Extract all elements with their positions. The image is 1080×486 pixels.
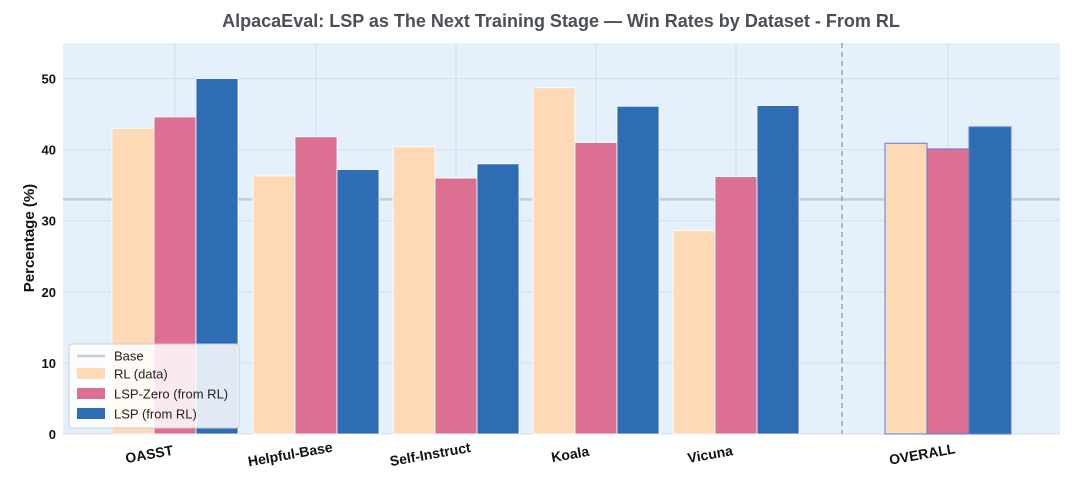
- legend-label: LSP (from RL): [114, 407, 197, 422]
- bar-rl-data--koala: [532, 87, 576, 435]
- y-tick-label: 20: [42, 285, 56, 300]
- bar-lsp-zero-from-rl--self-instruct: [434, 177, 478, 435]
- bar-lsp-from-rl--self-instruct: [476, 163, 520, 435]
- x-tick-label: OVERALL: [888, 440, 957, 467]
- bar-lsp-from-rl--overall: [968, 126, 1012, 435]
- legend-label-base: Base: [114, 349, 144, 364]
- legend-swatch: [77, 408, 105, 419]
- legend-swatch: [77, 388, 105, 399]
- legend-box: [68, 343, 240, 429]
- bar-lsp-zero-from-rl--vicuna: [714, 176, 758, 435]
- bar-rl-data--self-instruct: [392, 146, 436, 435]
- bar-rl-data--helpful-base: [252, 175, 296, 435]
- x-tick-label: Helpful-Base: [247, 439, 334, 470]
- x-axis-ticks: OASST Helpful-Base Self-Instruct Koala Vicun…: [124, 439, 957, 470]
- bar-lsp-from-rl--helpful-base: [336, 169, 380, 435]
- bar-lsp-zero-from-rl--overall: [926, 148, 970, 435]
- bar-lsp-from-rl--vicuna: [756, 105, 800, 435]
- bar-lsp-zero-from-rl--helpful-base: [294, 136, 338, 435]
- legend: Base RL (data) LSP-Zero (from RL) LSP (from…: [68, 343, 240, 429]
- legend-label: LSP-Zero (from RL): [114, 387, 228, 402]
- y-tick-label: 10: [42, 356, 56, 371]
- x-tick-label: OASST: [124, 442, 175, 466]
- y-tick-label: 0: [49, 427, 56, 442]
- bar-lsp-zero-from-rl--koala: [574, 142, 618, 435]
- x-tick-label: Vicuna: [686, 442, 734, 466]
- y-tick-label: 40: [42, 143, 56, 158]
- bar-rl-data--vicuna: [672, 230, 716, 435]
- bar-rl-data--overall: [884, 142, 928, 435]
- y-axis-label: Percentage (%): [21, 184, 38, 292]
- y-tick-label: 30: [42, 214, 56, 229]
- x-tick-label: Koala: [550, 443, 591, 465]
- bar-lsp-from-rl--koala: [616, 105, 660, 435]
- chart-title: AlpacaEval: LSP as The Next Training Sta…: [222, 11, 900, 31]
- y-tick-label: 50: [42, 72, 56, 87]
- x-tick-label: Self-Instruct: [389, 439, 473, 469]
- y-axis-ticks: 0 10 20 30 40 50: [42, 72, 56, 442]
- legend-label: RL (data): [114, 367, 168, 382]
- legend-swatch: [77, 368, 105, 379]
